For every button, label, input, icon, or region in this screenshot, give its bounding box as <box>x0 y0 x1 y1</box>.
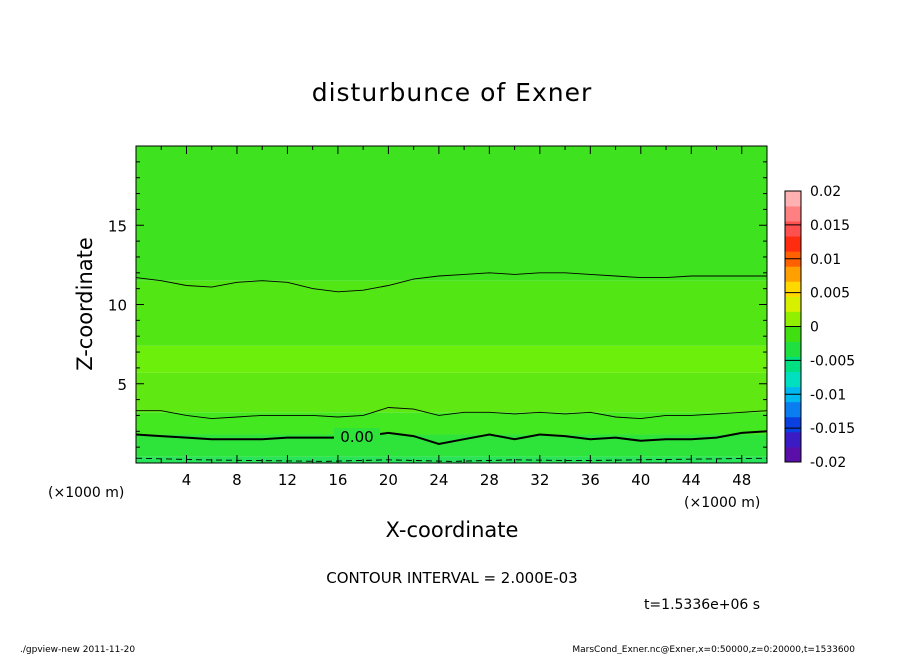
colorbar-segment <box>785 266 801 282</box>
fill-band-upper-mid <box>136 280 767 346</box>
colorbar <box>784 190 802 463</box>
colorbar-tick-label: 0.015 <box>810 218 850 234</box>
contour-interval-text: CONTOUR INTERVAL = 2.000E-03 <box>326 569 577 587</box>
colorbar-segment <box>785 416 801 433</box>
x-unit-label: (×1000 m) <box>684 495 760 511</box>
x-tick-label: 8 <box>232 471 242 489</box>
time-text: t=1.5336e+06 s <box>644 597 760 613</box>
x-tick-label: 32 <box>530 471 549 489</box>
colorbar-tick-label: -0.01 <box>810 387 846 403</box>
x-tick-label: 16 <box>328 471 347 489</box>
y-axis-ticks: 5 10 15 <box>108 161 767 448</box>
colorbar-tick-label: 0.02 <box>810 184 841 200</box>
colorbar-segment <box>785 296 801 312</box>
y-tick-label: 5 <box>117 376 127 394</box>
colorbar-tick-labels: 0.02 0.015 0.01 0.005 0 -0.005 -0.01 -0.015 -0.0… <box>785 184 855 471</box>
colorbar-segment <box>785 446 801 463</box>
colorbar-tick-label: 0 <box>810 320 819 336</box>
x-axis-ticks: 4 8 12 16 20 24 28 32 36 40 44 48 <box>160 146 751 489</box>
x-tick-label: 40 <box>631 471 650 489</box>
colorbar-segment <box>785 236 801 252</box>
colorbar-segment <box>785 356 801 373</box>
x-tick-label: 44 <box>682 471 701 489</box>
contour-line-upper <box>135 272 767 293</box>
contour-line-bottom <box>135 457 768 462</box>
x-tick-label: 4 <box>182 471 192 489</box>
chart-title: disturbunce of Exner <box>312 78 593 107</box>
x-tick-label: 24 <box>429 471 448 489</box>
colorbar-tick-label: -0.005 <box>810 353 855 369</box>
x-tick-label: 12 <box>278 471 297 489</box>
y-tick-label: 10 <box>108 297 127 315</box>
fill-band-bottom <box>136 456 767 463</box>
contour-line-0-00 <box>135 430 768 446</box>
y-tick-label: 15 <box>108 217 127 235</box>
fill-band-upper <box>136 146 767 281</box>
colorbar-tick-label: -0.015 <box>810 421 855 437</box>
colorbar-segment <box>785 281 801 297</box>
colorbar-tick-label: 0.005 <box>810 286 850 302</box>
colorbar-segment <box>785 431 801 448</box>
fill-band-mid <box>136 372 767 413</box>
x-tick-label: 20 <box>379 471 398 489</box>
colorbar-segment <box>785 206 801 222</box>
colorbar-segment <box>785 311 801 327</box>
contour-lines <box>135 272 768 462</box>
colorbar-segment <box>785 341 801 358</box>
footer-left: ./gpview-new 2011-11-20 <box>20 645 135 654</box>
x-tick-label: 36 <box>581 471 600 489</box>
colorbar-segment <box>785 221 801 237</box>
colorbar-segment <box>785 371 801 388</box>
y-unit-label: (×1000 m) <box>48 485 124 501</box>
y-axis-label: Z-coordinate <box>73 237 97 371</box>
colorbar-segment <box>785 191 801 207</box>
fill-band-low-mid <box>136 412 767 435</box>
contour-label-bg <box>334 428 380 444</box>
x-axis-label: X-coordinate <box>386 518 519 542</box>
contour-label: 0.00 <box>340 428 373 446</box>
x-tick-label: 48 <box>732 471 751 489</box>
colorbar-tick-label: 0.01 <box>810 252 841 268</box>
colorbar-segment <box>785 401 801 418</box>
fill-band-core <box>136 345 767 373</box>
footer-right: MarsCond_Exner.nc@Exner,x=0:50000,z=0:20… <box>572 645 855 654</box>
fill-band-lower <box>136 434 767 457</box>
contour-line-mid <box>136 407 768 420</box>
contour-fill-bands <box>136 146 767 463</box>
x-tick-label: 28 <box>480 471 499 489</box>
colorbar-segment <box>785 326 801 342</box>
colorbar-tick-label: -0.02 <box>810 455 846 471</box>
